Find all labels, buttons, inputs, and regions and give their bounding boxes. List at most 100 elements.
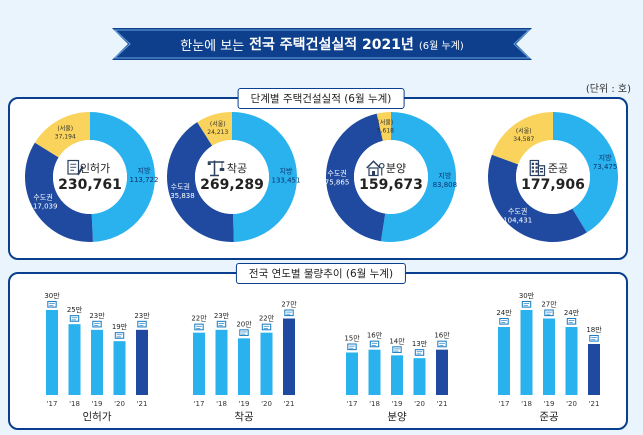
bar-value-label: 27만 [541, 300, 557, 309]
desk-icon [216, 320, 227, 328]
slice-metro-label: 수도권 [33, 194, 52, 202]
slice-local-label: 지방 [599, 153, 612, 162]
bar [113, 341, 126, 395]
bar-value-label: 23만 [214, 311, 230, 320]
desk-icon [499, 317, 509, 325]
donut-total: 177,906 [521, 177, 585, 193]
slice-seoul-label: (서울) [57, 124, 73, 132]
slice-seoul-value: 24,213 [207, 129, 228, 136]
bar-value-label: 23만 [89, 311, 105, 320]
house-key-icon [366, 160, 385, 177]
x-tick-label: '21 [284, 400, 295, 408]
slice-local [553, 112, 618, 233]
bar-group-착공: 22만 '17 23만 '18 20만 '19 22만 '20 27만 '21 착공 [191, 300, 297, 424]
slice-seoul-value: 34,587 [513, 136, 534, 143]
bar-value-label: 30만 [519, 291, 535, 300]
bar-value-label: 22만 [259, 314, 275, 323]
donut-total: 230,761 [58, 177, 122, 193]
bar-value-label: 16만 [434, 331, 450, 340]
slice-local-value: 113,722 [130, 176, 159, 184]
bar [260, 332, 273, 395]
x-tick-label: '17 [194, 400, 205, 408]
bar [565, 327, 578, 395]
desk-icon [566, 317, 577, 325]
bar [588, 344, 600, 395]
bar-value-label: 20만 [236, 319, 252, 328]
donut-total: 159,673 [359, 177, 423, 193]
desk-icon [239, 329, 249, 336]
slice-metro-value: 75,865 [325, 179, 350, 187]
desk-icon [369, 340, 380, 348]
title-banner: 한눈에 보는 전국 주택건설실적 2021년 (6월 누계) [112, 28, 532, 60]
slice-metro-value: 135,838 [166, 192, 195, 200]
desk-icon [92, 320, 102, 328]
x-tick-label: '19 [239, 400, 250, 408]
slice-local-value: 83,808 [433, 181, 458, 189]
trend-panel-title: 전국 연도별 물량추이 (6월 누계) [235, 263, 407, 284]
title-main: 전국 주택건설실적 2021년 [249, 37, 414, 53]
desk-icon [589, 334, 599, 342]
desk-icon [437, 340, 447, 348]
bar-value-label: 13만 [412, 339, 428, 348]
x-tick-label: '21 [589, 400, 600, 408]
donut-hole [195, 140, 269, 214]
donut-stage-label: 인허가 [80, 162, 110, 175]
donut-total: 269,289 [200, 177, 264, 193]
x-tick-label: '18 [69, 400, 80, 408]
slice-seoul-label: (서울) [210, 120, 226, 128]
donut-stage-label: 착공 [227, 162, 247, 175]
desk-icon [521, 300, 532, 308]
slice-seoul-value: 5,618 [377, 127, 394, 134]
desk-icon [69, 315, 80, 322]
bar-group-분양: 15만 '17 16만 '18 14만 '19 13만 '20 16만 '21 분양 [344, 331, 450, 423]
slice-local-label: 지방 [138, 166, 151, 175]
slice-local [90, 112, 155, 242]
slice-local-value: 133,451 [272, 176, 301, 184]
slice-metro-value: 117,039 [28, 203, 57, 211]
bar-value-label: 19만 [112, 322, 128, 331]
donut-hole [53, 140, 127, 214]
bar-group-인허가: 30만 '17 25만 '18 23만 '19 19만 '20 23만 '21 인허가 [44, 291, 150, 423]
desk-icon [114, 332, 125, 339]
donut-stage-label: 준공 [548, 162, 568, 175]
slice-metro-label: 수도권 [327, 170, 346, 178]
banner-ribbon [112, 28, 532, 60]
slice-seoul [197, 112, 232, 146]
bar-group-준공: 24만 '17 30만 '18 27만 '19 24만 '20 18만 '21 준공 [496, 291, 602, 423]
x-tick-label: '19 [92, 400, 103, 408]
bar-value-label: 24만 [496, 308, 512, 317]
slice-local-label: 지방 [438, 171, 451, 180]
bar [498, 327, 510, 395]
x-tick-label: '21 [137, 400, 148, 408]
x-tick-label: '20 [414, 400, 425, 408]
crane-icon [207, 160, 225, 177]
unit-label: (단위 : 호) [585, 84, 631, 95]
x-tick-label: '20 [114, 400, 125, 408]
slice-seoul-label: (서울) [516, 127, 532, 135]
desk-icon [392, 346, 402, 353]
x-tick-label: '19 [392, 400, 403, 408]
donut-stage-label: 분양 [386, 162, 406, 175]
x-tick-label: '20 [566, 400, 577, 408]
desk-icon [347, 343, 357, 351]
desk-icon [137, 320, 147, 328]
x-tick-label: '17 [347, 400, 358, 408]
bar-value-label: 22만 [191, 314, 207, 323]
donut-hole [516, 140, 590, 214]
bar [543, 318, 555, 395]
bar [238, 338, 250, 395]
bar-value-label: 25만 [67, 305, 83, 314]
building-icon [529, 159, 546, 177]
bar [413, 358, 426, 395]
bar [193, 332, 205, 395]
slice-seoul-label: (서울) [378, 118, 394, 126]
desk-icon [194, 323, 204, 331]
bar [68, 324, 81, 395]
x-tick-label: '21 [437, 400, 448, 408]
slice-seoul [34, 112, 90, 158]
slice-local [380, 112, 456, 242]
bar-value-label: 15만 [344, 334, 360, 343]
slice-local [232, 112, 298, 242]
